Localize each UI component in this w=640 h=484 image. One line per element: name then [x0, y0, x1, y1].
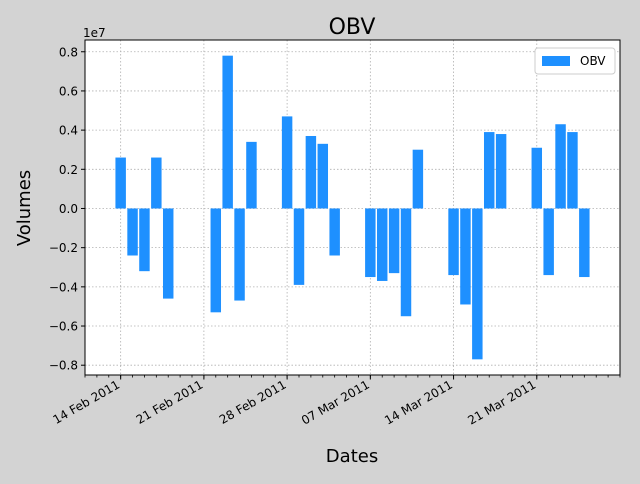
obv-bar: [246, 141, 257, 209]
obv-bar: [567, 132, 578, 209]
y-tick-label: −0.4: [49, 280, 78, 294]
y-tick-label: −0.6: [49, 320, 78, 334]
obv-bar: [531, 147, 543, 209]
legend-box: [534, 47, 616, 75]
obv-bar: [543, 208, 554, 276]
y-tick-label: 0.0: [59, 202, 78, 216]
obv-bar: [376, 208, 388, 281]
obv-bar: [400, 208, 412, 317]
obv-bar: [115, 157, 126, 209]
obv-bar: [305, 135, 317, 209]
obv-bar: [388, 208, 400, 274]
y-tick-label: 0.2: [59, 163, 78, 177]
grid-layer: [85, 40, 620, 375]
obv-bar: [329, 208, 340, 256]
obv-bar: [472, 208, 483, 360]
bar-layer: [115, 55, 590, 360]
obv-bar: [293, 208, 305, 285]
y-tick-label: 0.4: [59, 124, 78, 138]
obv-bar: [139, 208, 150, 272]
obv-bar: [281, 116, 293, 209]
obv-bar: [579, 208, 590, 278]
y-tick-label: −0.8: [49, 359, 78, 373]
chart-title: OBV: [329, 15, 376, 40]
obv-bar: [412, 149, 424, 209]
obv-bar: [555, 124, 566, 209]
y-axis-label: Volumes: [14, 170, 35, 246]
legend-label: OBV: [580, 54, 606, 68]
obv-bar: [365, 208, 376, 278]
y-tick-label: −0.2: [49, 241, 78, 255]
obv-bar: [127, 208, 138, 256]
y-tick-label: 0.8: [59, 45, 78, 59]
y-tick-label: 0.6: [59, 84, 78, 98]
plot-area: [85, 40, 620, 375]
obv-bar: [317, 143, 329, 209]
legend: OBV: [534, 47, 616, 75]
obv-bar: [234, 208, 245, 301]
obv-bar: [210, 208, 222, 313]
obv-bar: [151, 157, 162, 209]
obv-bar: [483, 132, 495, 209]
obv-bar: [448, 208, 459, 276]
obv-bar: [460, 208, 471, 305]
x-axis-label: Dates: [326, 446, 378, 467]
obv-bar: [162, 208, 174, 299]
obv-bar: [222, 55, 233, 209]
legend-swatch: [542, 56, 570, 66]
y-axis-scale-label: 1e7: [83, 26, 106, 40]
plot-frame: [84, 39, 621, 376]
obv-bar: [495, 134, 507, 209]
